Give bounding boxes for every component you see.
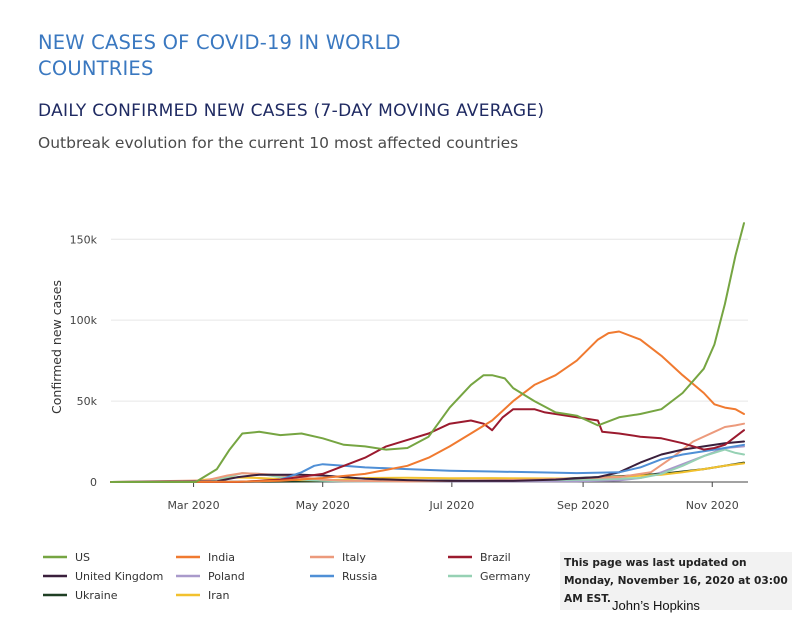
legend-label-germany: Germany	[480, 570, 531, 583]
y-tick-label: 100k	[70, 314, 98, 327]
series-line-russia	[110, 443, 745, 483]
legend-label-united-kingdom: United Kingdom	[75, 570, 163, 583]
series-line-india	[110, 330, 745, 483]
x-axis-tick-labels: Mar 2020 May 2020 Jul 2020 Sep 2020 Nov 2020	[167, 482, 739, 512]
legend-label-russia: Russia	[342, 570, 377, 583]
chart-legend: US India Italy Brazil United Kingdom Poland Ru…	[43, 551, 531, 602]
y-tick-label: 150k	[70, 233, 98, 246]
chart-gridlines	[111, 238, 748, 483]
chart-series	[110, 222, 745, 483]
series-line-united-kingdom	[110, 440, 745, 483]
page-title: NEW CASES OF COVID-19 IN WORLD COUNTRIES	[38, 31, 401, 80]
legend-label-us: US	[75, 551, 90, 564]
chart-subtitle: Outbreak evolution for the current 10 mo…	[38, 134, 519, 152]
series-line-brazil	[110, 408, 745, 483]
legend-label-iran: Iran	[208, 589, 230, 602]
x-tick-label: Mar 2020	[167, 499, 219, 512]
y-axis-label: Confirmed new cases	[49, 280, 64, 414]
legend-label-italy: Italy	[342, 551, 366, 564]
legend-label-ukraine: Ukraine	[75, 589, 118, 602]
y-tick-label: 50k	[77, 395, 98, 408]
x-tick-label: Jul 2020	[428, 499, 474, 512]
x-tick-label: May 2020	[296, 499, 350, 512]
series-line-us	[110, 222, 745, 483]
chart-title: DAILY CONFIRMED NEW CASES (7-DAY MOVING …	[38, 101, 545, 121]
legend-label-india: India	[208, 551, 235, 564]
legend-label-poland: Poland	[208, 570, 245, 583]
x-tick-label: Nov 2020	[686, 499, 739, 512]
last-updated-notice: This page was last updated on Monday, No…	[560, 552, 792, 610]
legend-label-brazil: Brazil	[480, 551, 511, 564]
x-tick-label: Sep 2020	[557, 499, 609, 512]
y-tick-label: 0	[90, 476, 97, 489]
y-axis-tick-labels: 0 50k 100k 150k	[70, 233, 98, 489]
series-line-italy	[110, 422, 745, 483]
source-credit: John’s Hopkins	[612, 598, 700, 613]
